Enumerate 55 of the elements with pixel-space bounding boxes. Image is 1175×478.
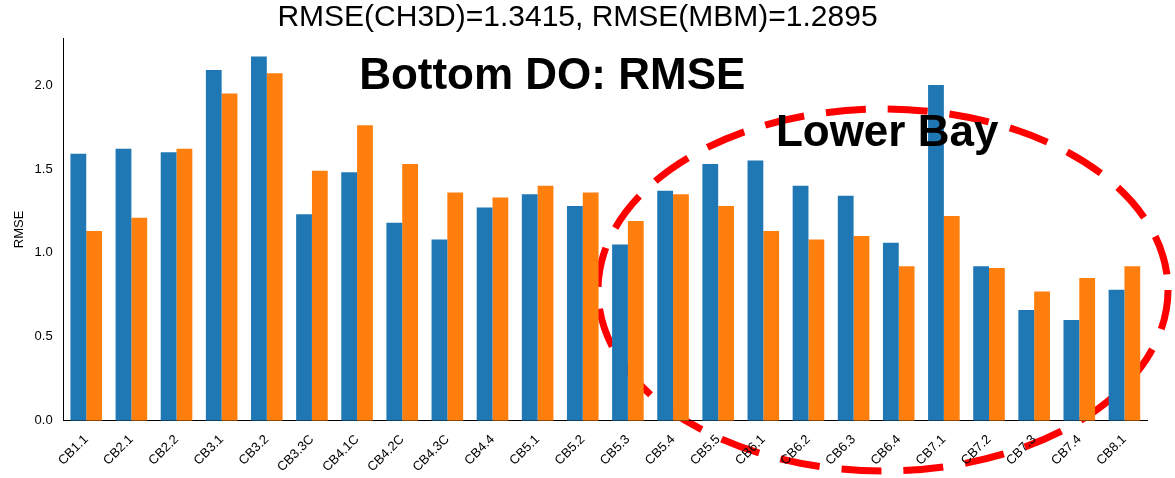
annotation: Bottom DO: RMSE: [359, 48, 746, 98]
y-tick-label: 2.0: [34, 76, 53, 92]
bar: [176, 148, 193, 421]
bar: [476, 207, 493, 421]
bar: [70, 153, 87, 421]
bar: [718, 205, 734, 421]
bar: [1124, 266, 1141, 421]
bar: [537, 185, 554, 421]
bar: [402, 163, 419, 421]
bar: [1108, 289, 1125, 421]
bar: [657, 190, 674, 421]
bar: [1079, 278, 1096, 421]
bar: [266, 73, 283, 421]
bar: [702, 163, 719, 421]
bar: [898, 266, 915, 421]
bar: [853, 236, 870, 421]
y-tick-label: 0.0: [34, 412, 53, 428]
bar: [627, 221, 644, 421]
bar: [943, 215, 960, 421]
bar: [582, 192, 599, 421]
bar: [1063, 320, 1080, 421]
y-axis-title: RMSE: [11, 210, 27, 249]
bar: [447, 192, 464, 421]
bar: [431, 239, 448, 421]
chart-title: RMSE(CH3D)=1.3415, RMSE(MBM)=1.2895: [277, 0, 878, 33]
bar: [311, 170, 328, 421]
bar: [115, 148, 132, 421]
bar: [492, 197, 509, 421]
bar: [296, 214, 312, 421]
bar: [160, 152, 177, 421]
bar: [357, 125, 373, 421]
bar: [763, 231, 780, 421]
bar: [251, 56, 267, 421]
bar: [1018, 309, 1035, 421]
bar: [989, 268, 1005, 421]
bar: [612, 244, 628, 421]
y-tick-label: 1.0: [34, 244, 53, 260]
bar: [1034, 291, 1050, 421]
bar: [386, 222, 403, 421]
bar: [131, 217, 148, 421]
bar: [837, 195, 854, 421]
bar: [673, 194, 689, 421]
bar: [521, 194, 538, 421]
bar: [973, 266, 990, 421]
bar: [205, 69, 222, 421]
bar: [882, 242, 899, 421]
bar: [221, 93, 238, 421]
bar: [747, 160, 764, 421]
bar: [808, 239, 825, 421]
y-tick-label: 0.5: [34, 328, 53, 344]
y-tick-label: 1.5: [34, 160, 53, 176]
bar: [86, 231, 103, 421]
bar: [792, 185, 809, 421]
bar: [341, 172, 358, 421]
bar: [566, 205, 583, 421]
